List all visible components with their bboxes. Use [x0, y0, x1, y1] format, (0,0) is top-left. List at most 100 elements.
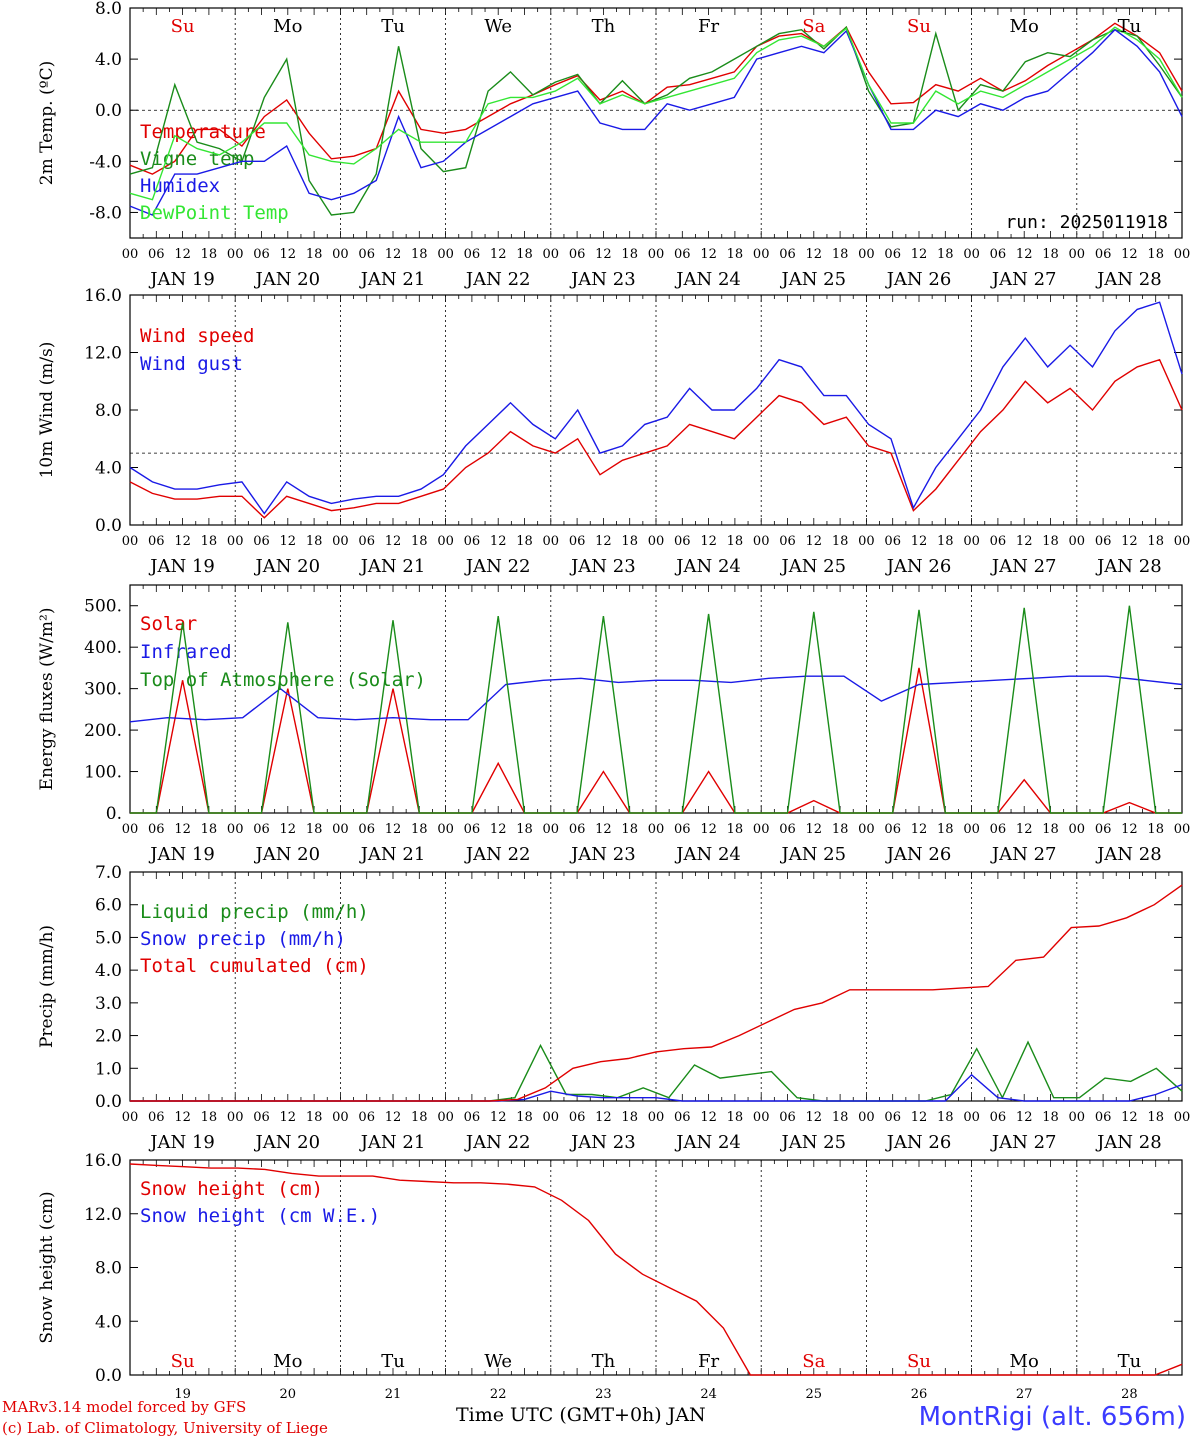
day-label: JAN 26 [885, 556, 952, 577]
hour-tick-label: 18 [1147, 1110, 1164, 1125]
weekday-label: Mo [273, 1351, 302, 1372]
hour-tick-label: 06 [464, 534, 481, 549]
hour-tick-label: 12 [385, 822, 402, 837]
day-label: JAN 19 [148, 269, 215, 290]
hour-tick-label: 06 [779, 247, 796, 262]
hour-tick-label: 00 [1174, 1110, 1191, 1125]
hour-tick-label: 00 [1174, 247, 1191, 262]
hour-tick-label: 18 [306, 822, 323, 837]
day-label: JAN 21 [359, 1132, 426, 1153]
hour-tick-label: 18 [306, 534, 323, 549]
hour-tick-label: 06 [253, 534, 270, 549]
legend-label: Humidex [140, 175, 220, 197]
day-label: JAN 23 [569, 269, 636, 290]
y-tick-label: 12.0 [84, 1205, 122, 1225]
y-tick-label: 8.0 [95, 1259, 122, 1279]
y-axis-title: 10m Wind (m/s) [37, 342, 57, 479]
hour-tick-label: 06 [464, 247, 481, 262]
weekday-label: We [484, 1351, 512, 1372]
hour-tick-label: 18 [1042, 822, 1059, 837]
hour-tick-label: 06 [1095, 534, 1112, 549]
y-tick-label: 0.0 [95, 1366, 122, 1386]
day-number-label: 26 [911, 1387, 928, 1402]
hour-tick-label: 06 [779, 822, 796, 837]
hour-tick-label: 06 [779, 1110, 796, 1125]
day-label: JAN 24 [674, 556, 741, 577]
day-label: JAN 22 [464, 1132, 531, 1153]
hour-tick-label: 12 [911, 822, 928, 837]
day-label: JAN 23 [569, 1132, 636, 1153]
hour-tick-label: 18 [411, 534, 428, 549]
hour-tick-label: 12 [700, 1110, 717, 1125]
weekday-label: Su [907, 1351, 931, 1372]
weekday-label: Th [592, 16, 616, 37]
hour-tick-label: 06 [1095, 247, 1112, 262]
hour-tick-label: 18 [937, 1110, 954, 1125]
hour-tick-label: 00 [648, 247, 665, 262]
series-line [129, 301, 1183, 515]
hour-tick-label: 00 [1069, 1110, 1086, 1125]
y-tick-label: 16.0 [84, 286, 122, 306]
series-line [130, 605, 1182, 814]
legend-label: Wind speed [140, 325, 254, 347]
y-axis-title: Snow height (cm) [37, 1191, 57, 1343]
hour-tick-label: 18 [727, 534, 744, 549]
hour-tick-label: 00 [227, 1110, 244, 1125]
hour-tick-label: 00 [437, 247, 454, 262]
hour-tick-label: 18 [201, 247, 218, 262]
series-line [129, 675, 1183, 723]
hour-tick-label: 12 [1016, 247, 1033, 262]
series-line [129, 28, 1183, 216]
hour-tick-label: 06 [674, 822, 691, 837]
hour-tick-label: 00 [1069, 822, 1086, 837]
y-tick-label: 4.0 [95, 50, 122, 70]
hour-tick-label: 00 [543, 534, 560, 549]
y-tick-label: 8.0 [95, 401, 122, 421]
hour-tick-label: 06 [253, 247, 270, 262]
day-label: JAN 22 [464, 556, 531, 577]
y-tick-label: 8.0 [95, 0, 122, 19]
hour-tick-label: 18 [306, 1110, 323, 1125]
hour-tick-label: 00 [753, 247, 770, 262]
hour-tick-label: 00 [963, 822, 980, 837]
hour-tick-label: 18 [1147, 534, 1164, 549]
hour-tick-label: 18 [727, 247, 744, 262]
hour-tick-label: 12 [280, 534, 297, 549]
hour-tick-label: 00 [963, 1110, 980, 1125]
hour-tick-label: 00 [332, 247, 349, 262]
day-label: JAN 28 [1095, 556, 1162, 577]
day-label: JAN 21 [359, 556, 426, 577]
hour-tick-label: 12 [280, 822, 297, 837]
hour-tick-label: 00 [1174, 534, 1191, 549]
day-label: JAN 23 [569, 844, 636, 865]
day-label: JAN 25 [780, 1132, 847, 1153]
hour-tick-label: 18 [201, 1110, 218, 1125]
y-tick-label: -8.0 [89, 203, 122, 223]
hour-tick-label: 18 [832, 247, 849, 262]
hour-tick-label: 00 [332, 534, 349, 549]
hour-tick-label: 00 [543, 1110, 560, 1125]
y-tick-label: 5.0 [95, 928, 122, 948]
series-line [129, 25, 1183, 216]
hour-tick-label: 12 [1016, 822, 1033, 837]
hour-tick-label: 00 [1069, 247, 1086, 262]
hour-tick-label: 12 [1016, 534, 1033, 549]
legend-label: Snow precip (mm/h) [140, 928, 346, 950]
day-label: JAN 20 [254, 844, 321, 865]
hour-tick-label: 18 [621, 247, 638, 262]
y-tick-label: 4.0 [95, 961, 122, 981]
hour-tick-label: 06 [464, 1110, 481, 1125]
y-tick-label: 500. [84, 597, 122, 617]
hour-tick-label: 00 [227, 822, 244, 837]
hour-tick-label: 00 [122, 247, 139, 262]
hour-tick-label: 18 [621, 822, 638, 837]
y-tick-label: 16.0 [84, 1151, 122, 1171]
y-tick-label: 200. [84, 721, 122, 741]
hour-tick-label: 00 [437, 1110, 454, 1125]
day-label: JAN 25 [780, 269, 847, 290]
hour-tick-label: 00 [543, 822, 560, 837]
run-label: run: 2025011918 [1005, 212, 1168, 233]
hour-tick-label: 06 [990, 1110, 1007, 1125]
day-label: JAN 27 [990, 269, 1057, 290]
hour-tick-label: 12 [174, 534, 191, 549]
